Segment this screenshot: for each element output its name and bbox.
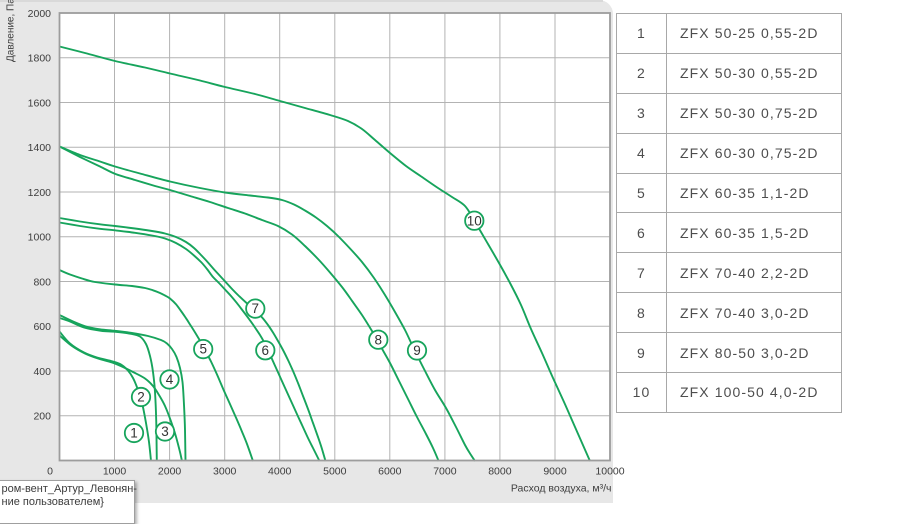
svg-text:7000: 7000 bbox=[433, 466, 457, 478]
svg-text:1200: 1200 bbox=[28, 187, 52, 199]
svg-text:9: 9 bbox=[413, 343, 421, 358]
svg-text:0: 0 bbox=[47, 466, 53, 478]
svg-text:2000: 2000 bbox=[158, 466, 182, 478]
svg-text:1600: 1600 bbox=[28, 97, 52, 109]
svg-text:6000: 6000 bbox=[378, 466, 402, 478]
svg-text:10000: 10000 bbox=[595, 466, 624, 478]
svg-text:5: 5 bbox=[199, 342, 207, 357]
svg-text:10: 10 bbox=[467, 213, 482, 228]
svg-text:9000: 9000 bbox=[543, 466, 567, 478]
svg-text:200: 200 bbox=[33, 411, 51, 423]
svg-text:8000: 8000 bbox=[488, 466, 512, 478]
svg-text:8: 8 bbox=[375, 332, 383, 347]
svg-text:5000: 5000 bbox=[323, 466, 347, 478]
svg-text:1800: 1800 bbox=[28, 53, 52, 65]
svg-text:1: 1 bbox=[130, 426, 138, 441]
svg-text:7: 7 bbox=[252, 301, 260, 316]
svg-text:6: 6 bbox=[262, 343, 270, 358]
svg-text:Давление, Па: Давление, Па bbox=[6, 0, 17, 62]
svg-text:1000: 1000 bbox=[28, 232, 52, 244]
svg-text:2000: 2000 bbox=[28, 8, 52, 20]
svg-text:Расход воздуха, м³/ч: Расход воздуха, м³/ч bbox=[511, 483, 612, 495]
svg-text:2: 2 bbox=[137, 390, 145, 405]
svg-text:1400: 1400 bbox=[28, 142, 52, 154]
svg-text:4000: 4000 bbox=[268, 466, 292, 478]
svg-text:600: 600 bbox=[33, 321, 51, 333]
svg-text:800: 800 bbox=[33, 276, 51, 288]
svg-text:1000: 1000 bbox=[103, 466, 127, 478]
svg-text:3: 3 bbox=[161, 424, 169, 439]
svg-text:4: 4 bbox=[166, 372, 174, 387]
svg-text:3000: 3000 bbox=[213, 466, 237, 478]
svg-text:400: 400 bbox=[33, 366, 51, 378]
